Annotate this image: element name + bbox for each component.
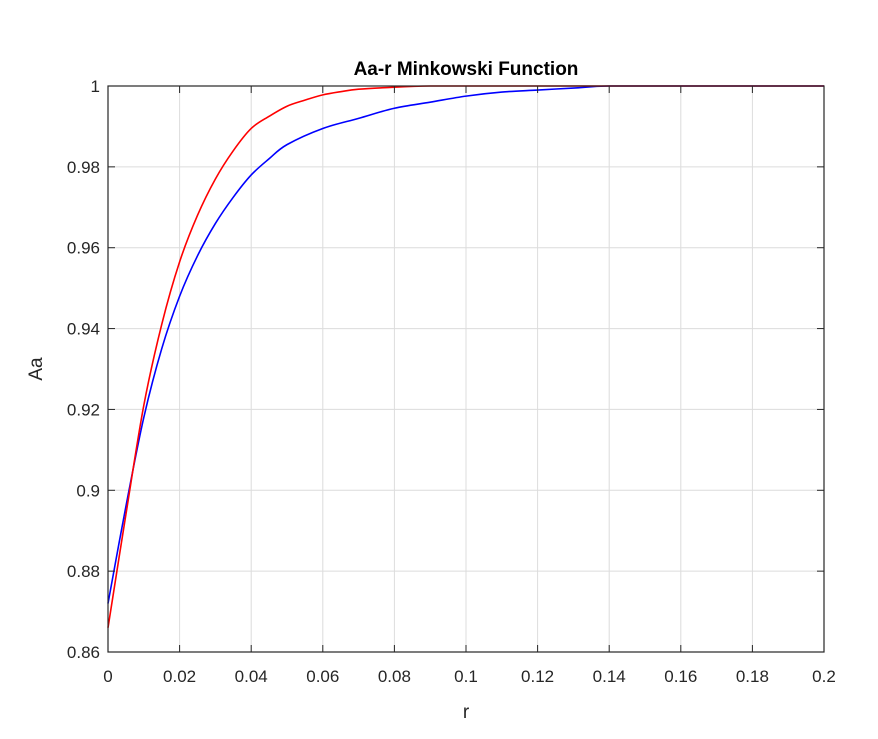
plot-frame (107, 85, 825, 653)
x-tick-label: 0.18 (736, 667, 769, 686)
x-tick-label: 0.06 (306, 667, 339, 686)
y-tick-label: 0.98 (67, 158, 100, 177)
series-line-blue (107, 85, 824, 604)
chart-title: Aa-r Minkowski Function (354, 59, 579, 80)
x-tick-label: 0.16 (664, 667, 697, 686)
y-axis-label: Aa (26, 357, 47, 381)
axis-ticks (107, 85, 825, 653)
x-tick-label: 0.1 (454, 667, 478, 686)
y-tick-label: 0.9 (76, 481, 100, 500)
y-tick-label: 0.86 (67, 643, 100, 662)
x-tick-label: 0.08 (378, 667, 411, 686)
y-tick-label: 0.94 (67, 320, 100, 339)
y-tick-label: 0.92 (67, 400, 100, 419)
x-tick-label: 0.12 (521, 667, 554, 686)
x-tick-label: 0 (103, 667, 112, 686)
x-tick-label: 0.02 (163, 667, 196, 686)
x-tick-label: 0.04 (235, 667, 268, 686)
y-tick-label: 1 (91, 77, 100, 96)
x-tick-label: 0.14 (593, 667, 626, 686)
x-axis-label: r (463, 702, 470, 723)
grid-lines (108, 86, 824, 652)
y-tick-label: 0.88 (67, 562, 100, 581)
tick-labels: 0 0.02 0.04 0.06 0.08 0.1 0.12 0.14 0.16 0.18 0.2 0… (67, 77, 836, 686)
y-tick-label: 0.96 (67, 239, 100, 258)
x-tick-label: 0.2 (812, 667, 836, 686)
